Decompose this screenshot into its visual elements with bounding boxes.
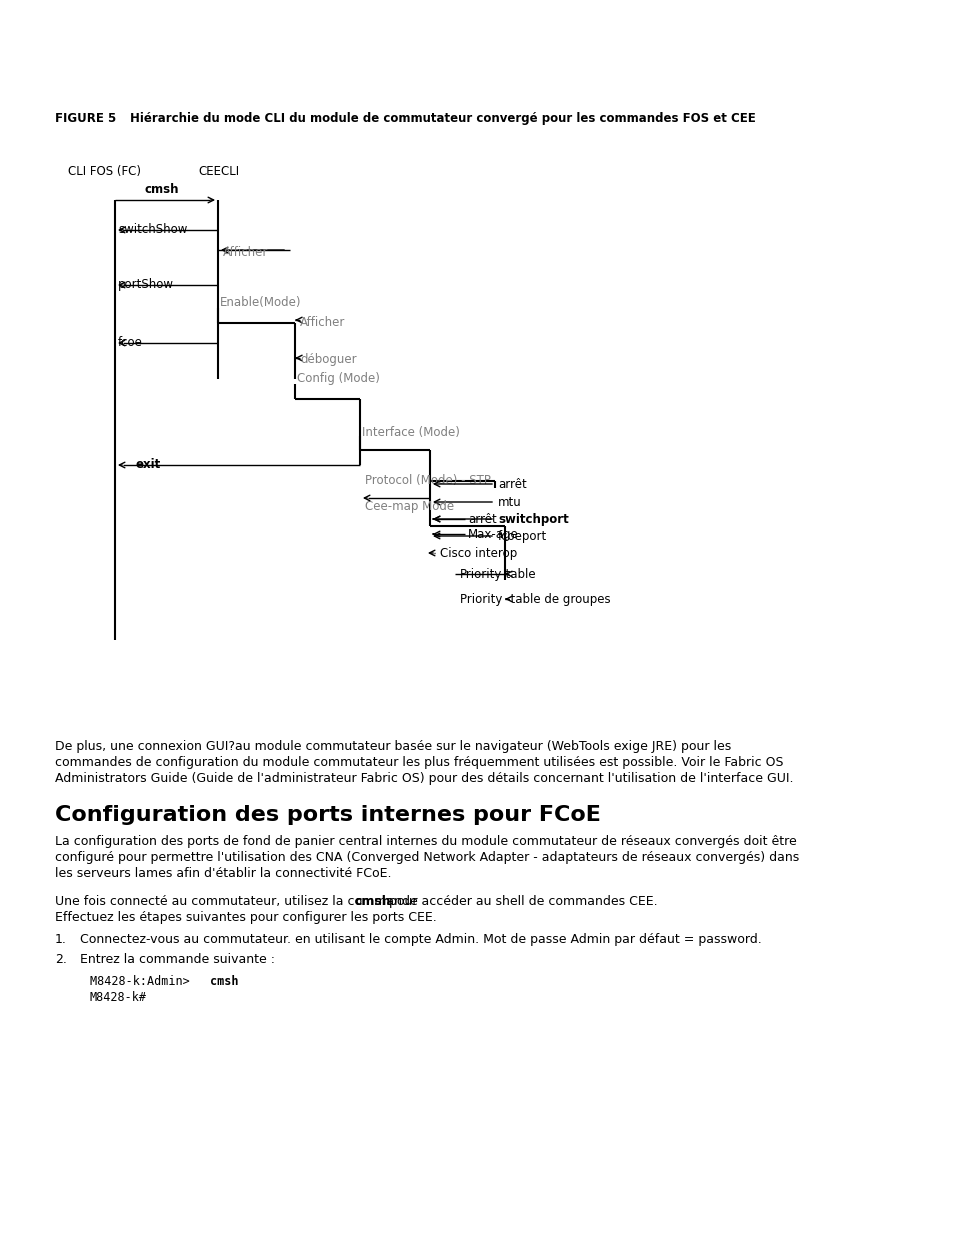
Text: fcoe: fcoe bbox=[118, 336, 143, 350]
Text: Interface (Mode): Interface (Mode) bbox=[361, 426, 459, 438]
Text: Afficher: Afficher bbox=[299, 316, 345, 329]
Text: Priority -table de groupes: Priority -table de groupes bbox=[459, 593, 610, 606]
Text: M8428-k:Admin>: M8428-k:Admin> bbox=[90, 974, 196, 988]
Text: CEECLI: CEECLI bbox=[198, 165, 239, 178]
Text: mtu: mtu bbox=[497, 496, 521, 509]
Text: Enable(Mode): Enable(Mode) bbox=[220, 296, 301, 309]
Text: 1.: 1. bbox=[55, 932, 67, 946]
Text: switchport: switchport bbox=[497, 513, 568, 526]
Text: Connectez-vous au commutateur. en utilisant le compte Admin. Mot de passe Admin : Connectez-vous au commutateur. en utilis… bbox=[80, 932, 760, 946]
Text: Une fois connecté au commutateur, utilisez la commande: Une fois connecté au commutateur, utilis… bbox=[55, 895, 421, 908]
Text: fcoeport: fcoeport bbox=[497, 530, 547, 543]
Text: Hiérarchie du mode CLI du module de commutateur convergé pour les commandes FOS : Hiérarchie du mode CLI du module de comm… bbox=[130, 112, 755, 125]
Text: arrêt: arrêt bbox=[468, 513, 497, 526]
Text: Administrators Guide (Guide de l'administrateur Fabric OS) pour des détails conc: Administrators Guide (Guide de l'adminis… bbox=[55, 772, 793, 785]
Text: La configuration des ports de fond de panier central internes du module commutat: La configuration des ports de fond de pa… bbox=[55, 835, 796, 848]
Text: configuré pour permettre l'utilisation des CNA (Converged Network Adapter - adap: configuré pour permettre l'utilisation d… bbox=[55, 851, 799, 864]
Text: cmsh: cmsh bbox=[145, 183, 179, 196]
Text: déboguer: déboguer bbox=[299, 353, 356, 366]
Text: pour accéder au shell de commandes CEE.: pour accéder au shell de commandes CEE. bbox=[385, 895, 657, 908]
Text: Protocol (Mode) - STP: Protocol (Mode) - STP bbox=[365, 474, 491, 487]
Text: arrêt: arrêt bbox=[497, 478, 526, 492]
Text: M8428-k#: M8428-k# bbox=[90, 990, 147, 1004]
Text: exit: exit bbox=[136, 458, 161, 471]
Text: 2.: 2. bbox=[55, 953, 67, 966]
Text: Cee-map Mode: Cee-map Mode bbox=[365, 500, 454, 513]
Text: Max-age: Max-age bbox=[468, 529, 518, 541]
Text: Cisco interop: Cisco interop bbox=[439, 547, 517, 559]
Text: Afficher: Afficher bbox=[223, 246, 268, 259]
Text: cmsh: cmsh bbox=[355, 895, 392, 908]
Text: FIGURE 5: FIGURE 5 bbox=[55, 112, 116, 125]
Text: Configuration des ports internes pour FCoE: Configuration des ports internes pour FC… bbox=[55, 805, 600, 825]
Text: De plus, une connexion GUI?au module commutateur basée sur le navigateur (WebToo: De plus, une connexion GUI?au module com… bbox=[55, 740, 731, 753]
Text: commandes de configuration du module commutateur les plus fréquemment utilisées : commandes de configuration du module com… bbox=[55, 756, 782, 769]
Text: Effectuez les étapes suivantes pour configurer les ports CEE.: Effectuez les étapes suivantes pour conf… bbox=[55, 911, 436, 924]
Text: portShow: portShow bbox=[118, 278, 173, 291]
Text: CLI FOS (FC): CLI FOS (FC) bbox=[68, 165, 141, 178]
Text: cmsh: cmsh bbox=[210, 974, 238, 988]
Text: Priority-table: Priority-table bbox=[459, 568, 536, 580]
Text: Entrez la commande suivante :: Entrez la commande suivante : bbox=[80, 953, 274, 966]
Text: les serveurs lames afin d'établir la connectivité FCoE.: les serveurs lames afin d'établir la con… bbox=[55, 867, 391, 881]
Text: Config (Mode): Config (Mode) bbox=[296, 372, 379, 385]
Text: switchShow: switchShow bbox=[118, 224, 187, 236]
